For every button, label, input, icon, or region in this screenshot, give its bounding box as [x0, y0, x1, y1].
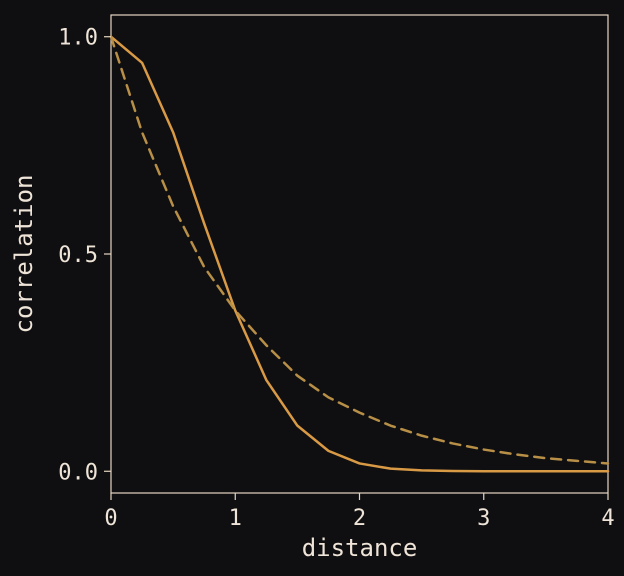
y-tick-label: 0.5 — [58, 243, 98, 268]
y-tick-label: 1.0 — [58, 26, 98, 51]
series-layer — [109, 35, 610, 473]
y-tick-label: 0.0 — [58, 460, 98, 485]
x-tick-label: 4 — [601, 506, 614, 531]
tick-layer: 0 1 2 3 4 0.0 0.5 1.0 — [58, 26, 614, 531]
x-tick-label: 1 — [229, 506, 242, 531]
plot-frame — [110, 14, 609, 494]
y-axis-label: correlation — [10, 175, 38, 334]
series-solid-line — [109, 35, 610, 473]
x-tick-label: 0 — [104, 506, 117, 531]
x-tick-label: 3 — [477, 506, 490, 531]
series-dashed-line — [109, 35, 610, 465]
x-axis-label: distance — [302, 534, 418, 562]
x-tick-label: 2 — [353, 506, 366, 531]
